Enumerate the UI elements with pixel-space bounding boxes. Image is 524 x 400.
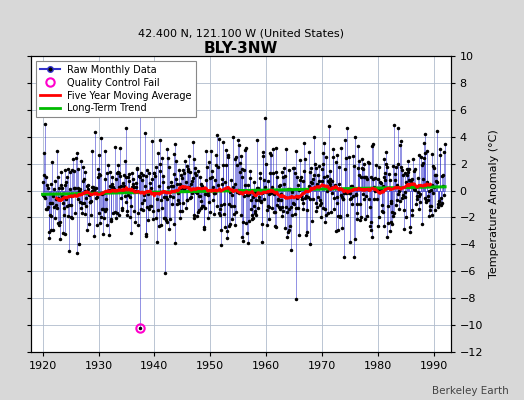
Text: Berkeley Earth: Berkeley Earth — [432, 386, 508, 396]
Legend: Raw Monthly Data, Quality Control Fail, Five Year Moving Average, Long-Term Tren: Raw Monthly Data, Quality Control Fail, … — [36, 61, 196, 117]
Y-axis label: Temperature Anomaly (°C): Temperature Anomaly (°C) — [489, 130, 499, 278]
Title: BLY-3NW: BLY-3NW — [204, 41, 278, 56]
Text: 42.400 N, 121.100 W (United States): 42.400 N, 121.100 W (United States) — [138, 28, 344, 38]
